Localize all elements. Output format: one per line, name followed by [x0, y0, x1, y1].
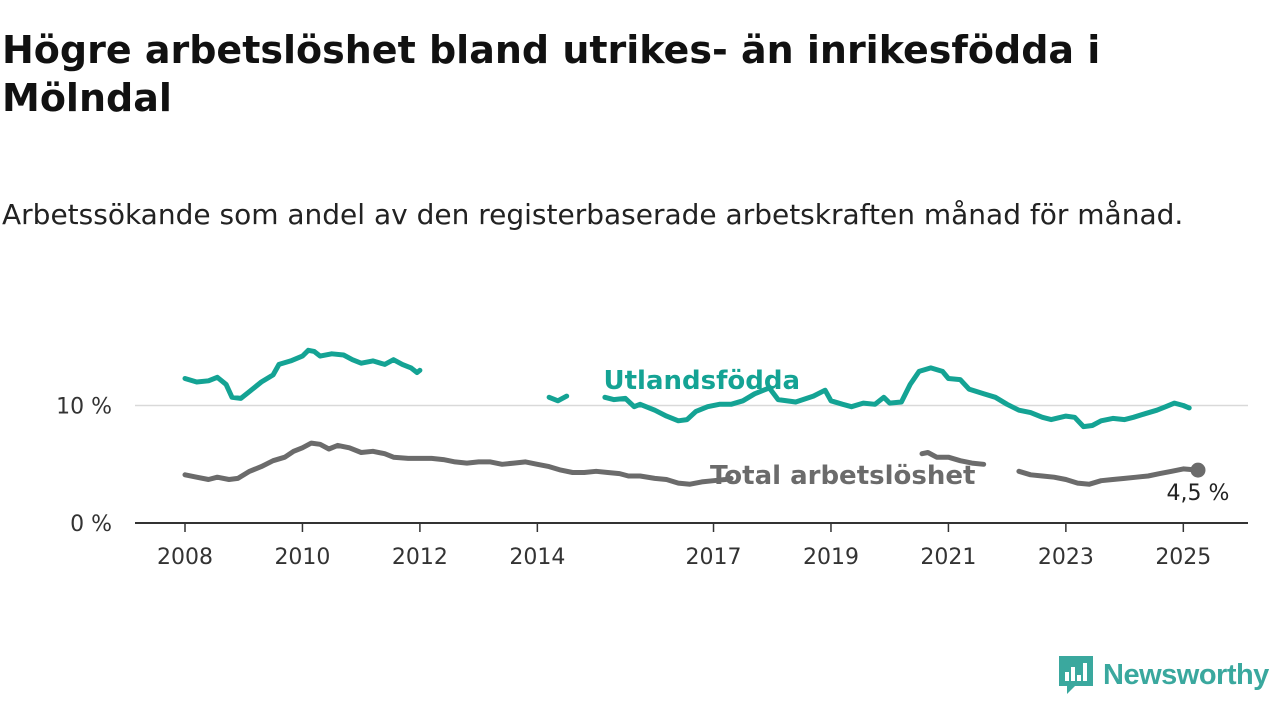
x-tick-label: 2010: [274, 545, 330, 570]
series-line-0-1: [546, 393, 570, 404]
y-tick-label: 0 %: [70, 512, 112, 537]
newsworthy-logo-icon: [1059, 656, 1093, 694]
series-line-1-1: [919, 450, 987, 467]
series-line-1-0: [182, 440, 734, 487]
series-line-1-2: [1016, 466, 1201, 487]
x-tick-label: 2014: [509, 545, 565, 570]
chart-subtitle: Arbetssökande som andel av den registerb…: [2, 198, 1184, 231]
x-tick-label: 2025: [1155, 545, 1211, 570]
series-line-0-0: [182, 347, 423, 401]
y-tick-label: 10 %: [56, 395, 112, 420]
brand-name: Newsworthy: [1103, 658, 1269, 691]
x-tick-label: 2021: [920, 545, 976, 570]
series-label-1: Total arbetslöshet: [710, 461, 975, 491]
series-line-0-2: [602, 365, 1192, 430]
x-tick-label: 2017: [686, 545, 742, 570]
x-tick-label: 2023: [1038, 545, 1094, 570]
chart-title: Högre arbetslöshet bland utrikes- än inr…: [2, 28, 1101, 120]
newsworthy-logo: Newsworthy: [1059, 655, 1269, 695]
x-tick-label: 2019: [803, 545, 859, 570]
end-value-marker: [1190, 462, 1206, 478]
end-value-label: 4,5 %: [1167, 481, 1230, 506]
x-tick-label: 2012: [392, 545, 448, 570]
series-label-0: Utlandsfödda: [604, 366, 801, 396]
x-tick-label: 2008: [157, 545, 213, 570]
